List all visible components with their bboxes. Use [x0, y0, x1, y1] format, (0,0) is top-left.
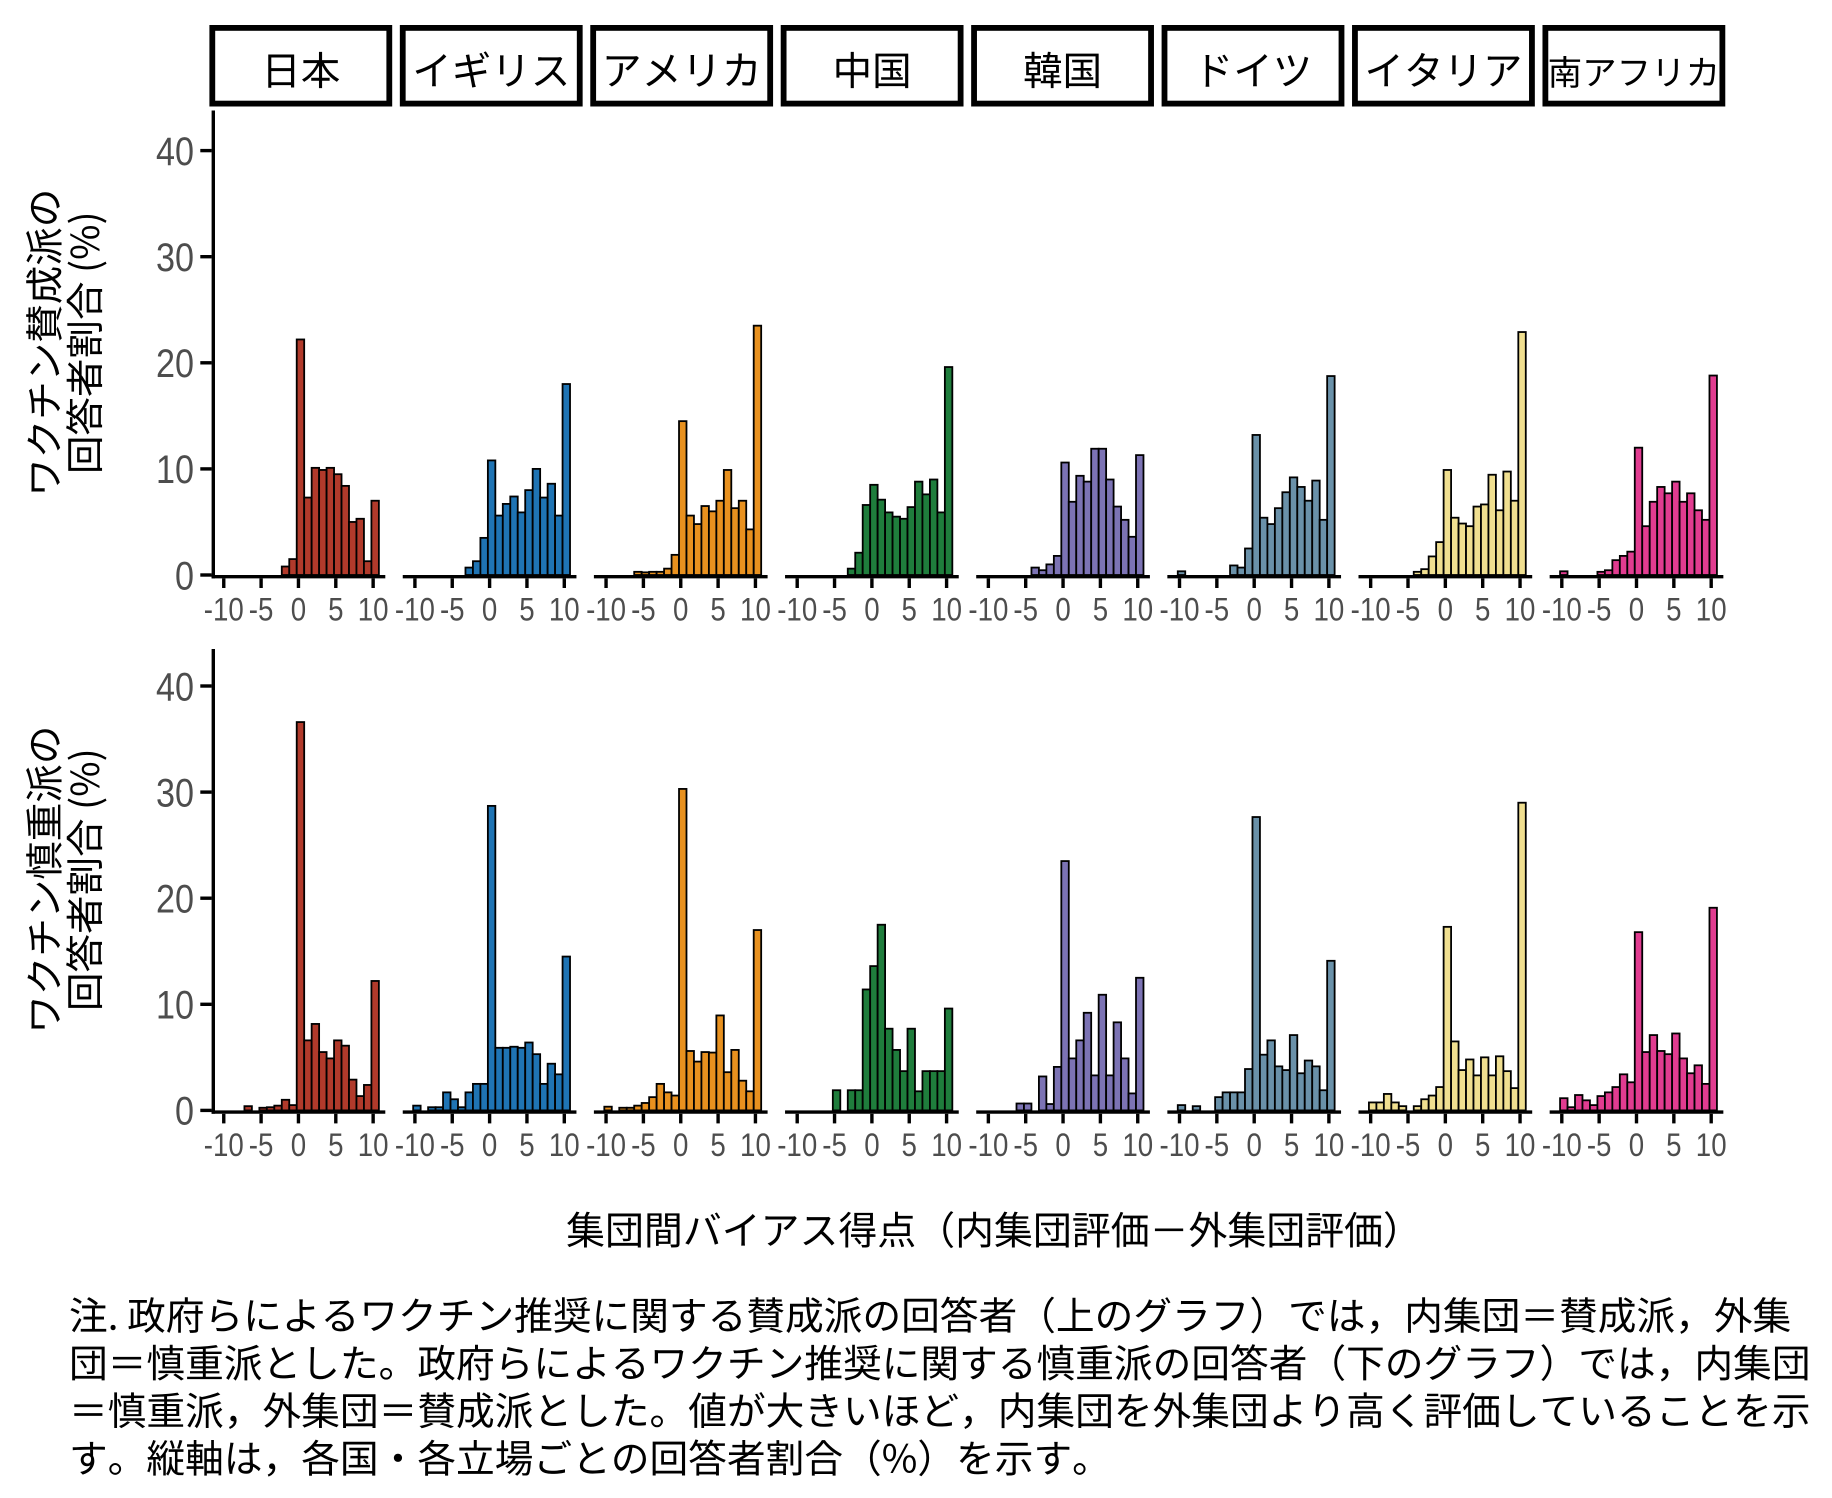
svg-text:5: 5 — [519, 593, 534, 628]
svg-text:0: 0 — [1629, 593, 1644, 628]
svg-text:10: 10 — [740, 593, 771, 628]
svg-text:5: 5 — [902, 1128, 917, 1163]
svg-text:-5: -5 — [1013, 1128, 1038, 1163]
svg-text:5: 5 — [519, 1128, 534, 1163]
svg-text:10: 10 — [1696, 1128, 1727, 1163]
svg-text:30: 30 — [156, 236, 194, 280]
svg-text:10: 10 — [549, 1128, 580, 1163]
svg-text:10: 10 — [1314, 1128, 1345, 1163]
svg-text:10: 10 — [1122, 1128, 1153, 1163]
svg-text:10: 10 — [1314, 593, 1345, 628]
svg-text:10: 10 — [740, 1128, 771, 1163]
svg-text:-5: -5 — [440, 1128, 465, 1163]
svg-text:5: 5 — [1475, 1128, 1490, 1163]
svg-text:0: 0 — [291, 1128, 306, 1163]
svg-text:40: 40 — [156, 665, 194, 709]
svg-text:-10: -10 — [586, 593, 626, 628]
svg-text:0: 0 — [1247, 1128, 1262, 1163]
svg-text:-10: -10 — [1351, 1128, 1391, 1163]
svg-text:10: 10 — [156, 448, 194, 492]
svg-text:30: 30 — [156, 771, 194, 815]
svg-text:-5: -5 — [1205, 593, 1230, 628]
svg-text:-10: -10 — [1351, 593, 1391, 628]
svg-text:-5: -5 — [249, 1128, 274, 1163]
svg-text:5: 5 — [1666, 1128, 1681, 1163]
svg-text:5: 5 — [1093, 593, 1108, 628]
svg-text:0: 0 — [175, 1089, 194, 1133]
svg-text:-5: -5 — [1013, 593, 1038, 628]
svg-text:5: 5 — [902, 593, 917, 628]
svg-text:5: 5 — [328, 593, 343, 628]
svg-text:-5: -5 — [1205, 1128, 1230, 1163]
svg-text:0: 0 — [291, 593, 306, 628]
svg-text:-5: -5 — [1396, 1128, 1421, 1163]
svg-text:-10: -10 — [395, 593, 435, 628]
svg-text:5: 5 — [1475, 593, 1490, 628]
svg-text:-10: -10 — [204, 1128, 244, 1163]
svg-text:-5: -5 — [249, 593, 274, 628]
svg-text:5: 5 — [710, 593, 725, 628]
svg-text:-10: -10 — [395, 1128, 435, 1163]
svg-text:5: 5 — [328, 1128, 343, 1163]
svg-text:0: 0 — [1055, 1128, 1070, 1163]
svg-text:-5: -5 — [1587, 1128, 1612, 1163]
svg-text:0: 0 — [482, 1128, 497, 1163]
svg-text:40: 40 — [156, 130, 194, 174]
svg-text:-10: -10 — [968, 593, 1008, 628]
svg-text:-5: -5 — [1396, 593, 1421, 628]
svg-text:-10: -10 — [1542, 1128, 1582, 1163]
svg-text:10: 10 — [1122, 593, 1153, 628]
svg-text:0: 0 — [1247, 593, 1262, 628]
svg-text:5: 5 — [710, 1128, 725, 1163]
svg-text:10: 10 — [1696, 593, 1727, 628]
svg-text:0: 0 — [673, 1128, 688, 1163]
svg-text:0: 0 — [1438, 593, 1453, 628]
svg-text:-5: -5 — [631, 593, 656, 628]
svg-text:0: 0 — [864, 1128, 879, 1163]
svg-text:0: 0 — [864, 593, 879, 628]
svg-text:10: 10 — [1505, 593, 1536, 628]
svg-text:-5: -5 — [822, 593, 847, 628]
svg-text:-10: -10 — [777, 593, 817, 628]
svg-text:0: 0 — [673, 593, 688, 628]
svg-text:-10: -10 — [204, 593, 244, 628]
svg-text:5: 5 — [1284, 593, 1299, 628]
svg-text:10: 10 — [358, 1128, 389, 1163]
svg-text:5: 5 — [1284, 1128, 1299, 1163]
svg-text:-5: -5 — [631, 1128, 656, 1163]
svg-text:-10: -10 — [1160, 1128, 1200, 1163]
svg-text:0: 0 — [1629, 1128, 1644, 1163]
svg-text:10: 10 — [931, 593, 962, 628]
svg-text:20: 20 — [156, 877, 194, 921]
svg-text:0: 0 — [1055, 593, 1070, 628]
svg-text:5: 5 — [1666, 593, 1681, 628]
svg-text:-10: -10 — [968, 1128, 1008, 1163]
svg-text:-10: -10 — [586, 1128, 626, 1163]
svg-text:-5: -5 — [1587, 593, 1612, 628]
svg-text:-5: -5 — [440, 593, 465, 628]
svg-text:10: 10 — [549, 593, 580, 628]
svg-text:10: 10 — [931, 1128, 962, 1163]
svg-text:0: 0 — [482, 593, 497, 628]
svg-text:10: 10 — [156, 983, 194, 1027]
svg-text:-10: -10 — [1160, 593, 1200, 628]
svg-text:10: 10 — [1505, 1128, 1536, 1163]
svg-text:5: 5 — [1093, 1128, 1108, 1163]
svg-text:0: 0 — [175, 554, 194, 598]
svg-text:-10: -10 — [777, 1128, 817, 1163]
svg-text:0: 0 — [1438, 1128, 1453, 1163]
svg-text:-10: -10 — [1542, 593, 1582, 628]
svg-text:20: 20 — [156, 342, 194, 386]
svg-text:-5: -5 — [822, 1128, 847, 1163]
svg-text:10: 10 — [358, 593, 389, 628]
